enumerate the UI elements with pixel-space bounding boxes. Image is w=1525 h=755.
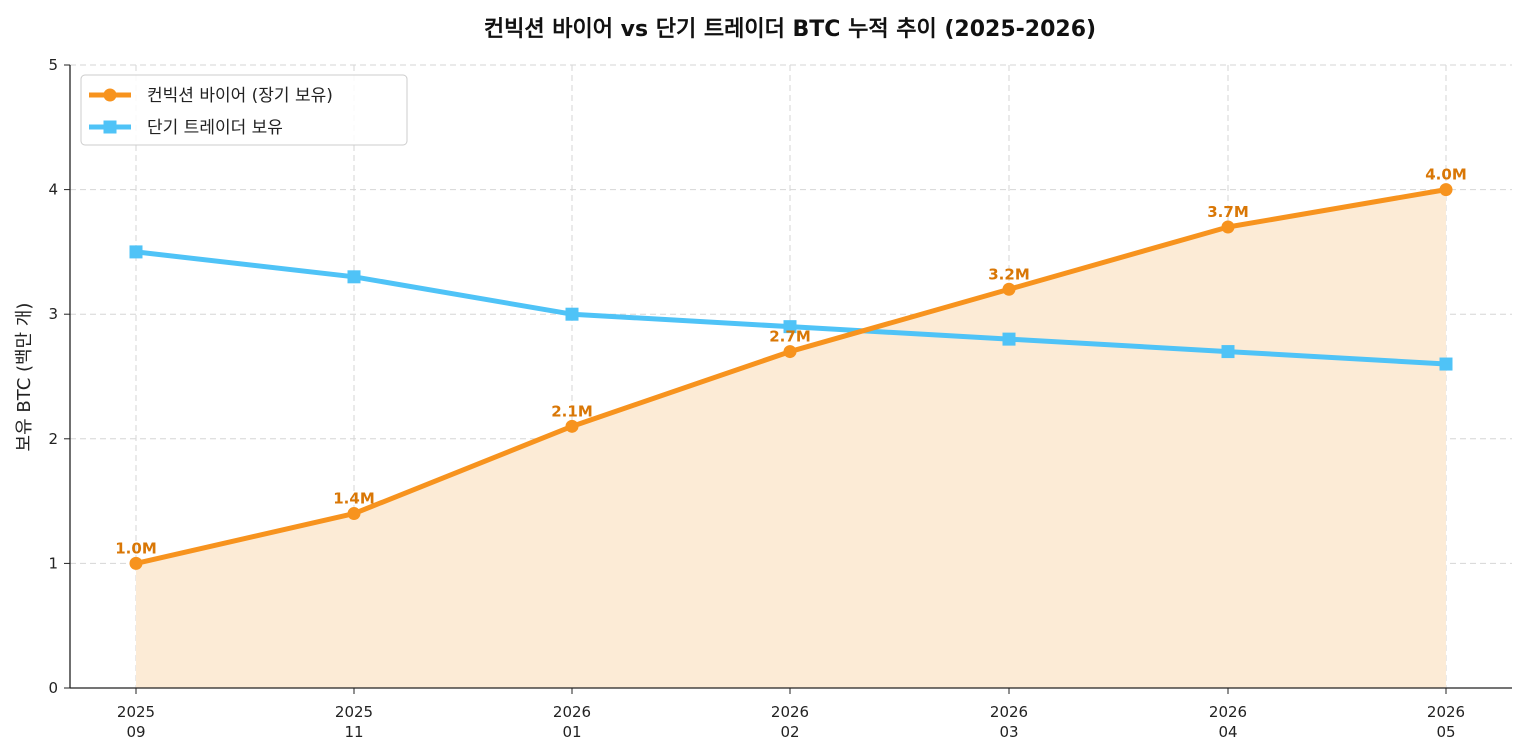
- y-tick-label: 3: [48, 305, 58, 323]
- series-area-conviction: [136, 189, 1446, 688]
- area-fill: [136, 189, 1446, 688]
- x-tick-label-month: 09: [126, 723, 145, 741]
- data-point-conviction: [783, 345, 797, 359]
- x-tick-label-year: 2026: [990, 703, 1028, 721]
- y-tick-label: 0: [48, 679, 58, 697]
- x-tick-label-month: 01: [562, 723, 581, 741]
- data-labels: 1.0M 1.4M 2.1M 2.7M 3.2M 3.7M 4.0M: [115, 166, 1467, 558]
- data-label: 1.4M: [333, 490, 375, 508]
- x-tick-label-year: 2026: [553, 703, 591, 721]
- legend-entry: 컨빅션 바이어 (장기 보유): [147, 86, 333, 106]
- y-tick-label: 2: [48, 430, 58, 448]
- y-tick-label: 4: [48, 181, 58, 199]
- grid: [70, 64, 1512, 688]
- x-tick-label-year: 2026: [771, 703, 809, 721]
- axes: 0123452025092025112026012026022026032026…: [48, 56, 1512, 741]
- data-label: 4.0M: [1425, 166, 1467, 184]
- x-tick-label-month: 04: [1218, 723, 1237, 741]
- x-tick-label-month: 03: [999, 723, 1018, 741]
- data-point-trader: [1221, 345, 1235, 359]
- data-point-trader: [783, 320, 797, 334]
- chart-title: 컨빅션 바이어 vs 단기 트레이더 BTC 누적 추이 (2025-2026): [484, 17, 1096, 42]
- y-tick-label: 1: [48, 554, 58, 572]
- legend-marker: [103, 120, 117, 134]
- data-label: 3.7M: [1207, 203, 1249, 221]
- data-point-conviction: [129, 556, 143, 570]
- y-axis-label: 보유 BTC (백만 개): [14, 303, 35, 452]
- data-point-trader: [347, 270, 361, 284]
- x-tick-label-month: 11: [344, 723, 363, 741]
- x-tick-label-year: 2026: [1209, 703, 1247, 721]
- x-tick-label-month: 02: [780, 723, 799, 741]
- legend: 컨빅션 바이어 (장기 보유) 단기 트레이더 보유: [80, 74, 408, 146]
- series: [129, 183, 1453, 570]
- data-point-conviction: [1439, 183, 1453, 197]
- data-point-trader: [129, 245, 143, 259]
- data-point-trader: [1439, 357, 1453, 371]
- data-label: 3.2M: [988, 265, 1030, 283]
- data-label: 1.0M: [115, 539, 157, 557]
- data-point-conviction: [1002, 282, 1016, 296]
- y-tick-label: 5: [48, 56, 58, 74]
- data-label: 2.7M: [769, 328, 811, 346]
- x-tick-label-year: 2025: [117, 703, 155, 721]
- data-point-trader: [565, 307, 579, 321]
- data-point-conviction: [565, 419, 579, 433]
- data-point-conviction: [347, 507, 361, 521]
- data-point-trader: [1002, 332, 1016, 346]
- legend-entry: 단기 트레이더 보유: [147, 118, 283, 138]
- x-tick-label-month: 05: [1436, 723, 1455, 741]
- x-tick-label-year: 2026: [1427, 703, 1465, 721]
- data-label: 2.1M: [551, 402, 593, 420]
- x-tick-label-year: 2025: [335, 703, 373, 721]
- data-point-conviction: [1221, 220, 1235, 234]
- legend-box: [80, 74, 408, 146]
- legend-marker: [103, 88, 117, 102]
